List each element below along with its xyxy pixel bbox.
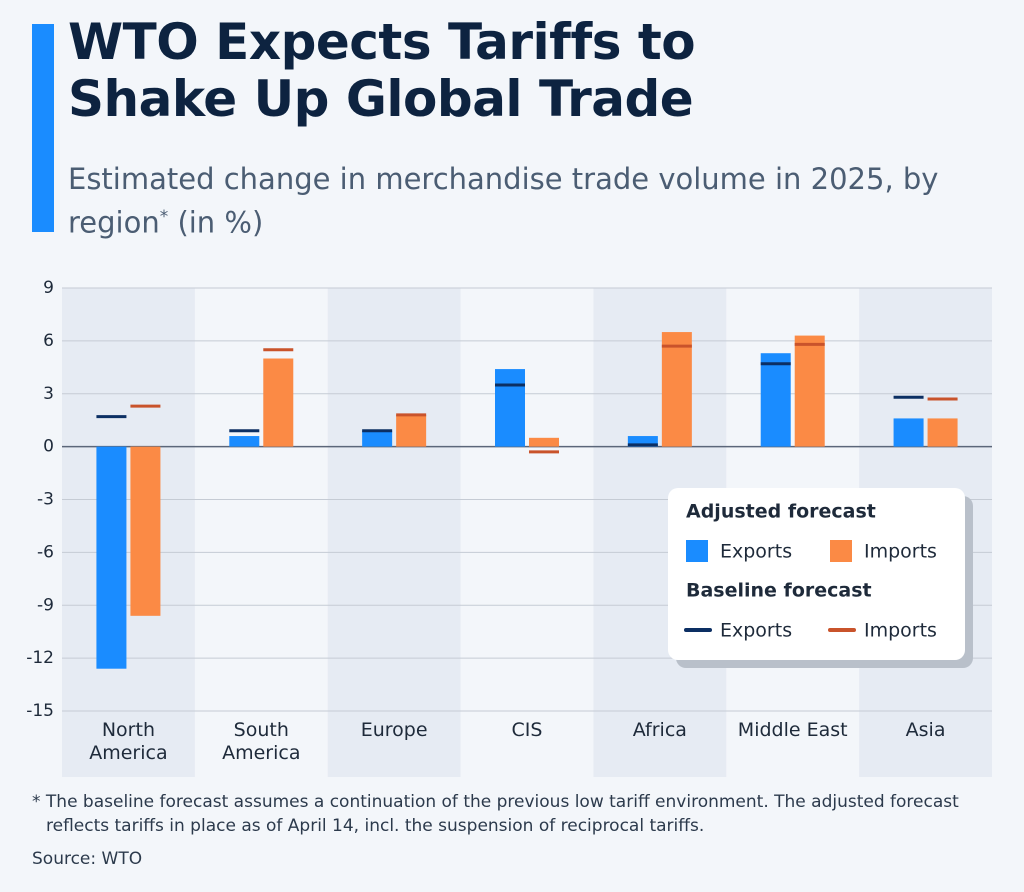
- category-band: [62, 288, 195, 777]
- y-tick-label: 0: [43, 437, 54, 457]
- legend-label: Exports: [720, 620, 792, 642]
- category-band: [327, 288, 461, 777]
- legend-swatch: [830, 540, 852, 562]
- x-tick-label: Asia: [905, 719, 946, 741]
- legend-swatch: [686, 540, 708, 562]
- bar: [362, 430, 393, 447]
- legend-label: Imports: [864, 620, 937, 642]
- y-tick-label: 9: [43, 278, 54, 298]
- bar: [760, 353, 791, 447]
- y-tick-label: -6: [37, 542, 54, 562]
- y-tick-label: -3: [37, 490, 54, 510]
- x-tick-label: Europe: [360, 719, 428, 741]
- y-tick-label: 3: [43, 384, 54, 404]
- bar: [96, 446, 127, 669]
- chart-title: WTO Expects Tariffs to Shake Up Global T…: [68, 13, 696, 128]
- legend-label: Exports: [720, 541, 792, 563]
- y-tick-label: -12: [26, 648, 54, 668]
- bar: [893, 418, 924, 447]
- x-tick-label: CIS: [511, 719, 543, 741]
- bar: [794, 335, 825, 447]
- x-tick-label: Africa: [632, 719, 687, 741]
- bar: [263, 358, 294, 447]
- legend-box: [668, 488, 965, 660]
- bar: [130, 446, 161, 616]
- bar: [927, 418, 958, 447]
- y-tick-label: -15: [26, 701, 54, 721]
- accent-bar: [32, 24, 54, 232]
- legend-title: Adjusted forecast: [686, 501, 876, 523]
- subtitle-mark: *: [159, 207, 169, 227]
- x-tick-label: North America: [89, 719, 168, 764]
- y-tick-label: 6: [43, 331, 54, 351]
- y-tick-label: -9: [37, 595, 54, 615]
- legend-label: Imports: [864, 541, 937, 563]
- x-tick-label: South America: [222, 719, 301, 764]
- bar: [396, 414, 427, 447]
- bar: [229, 436, 260, 447]
- legend-title: Baseline forecast: [686, 580, 872, 602]
- subtitle-unit: (in %): [177, 205, 264, 240]
- x-tick-label: Middle East: [737, 719, 848, 741]
- bar: [495, 369, 525, 447]
- bar: [529, 437, 559, 447]
- subtitle-text: Estimated change in merchandise trade vo…: [68, 162, 939, 240]
- bar: [627, 436, 658, 447]
- bar: [661, 332, 692, 447]
- chart-subtitle: Estimated change in merchandise trade vo…: [68, 160, 968, 242]
- source: Source: WTO: [32, 849, 143, 869]
- footnote: * The baseline forecast assumes a contin…: [32, 792, 959, 836]
